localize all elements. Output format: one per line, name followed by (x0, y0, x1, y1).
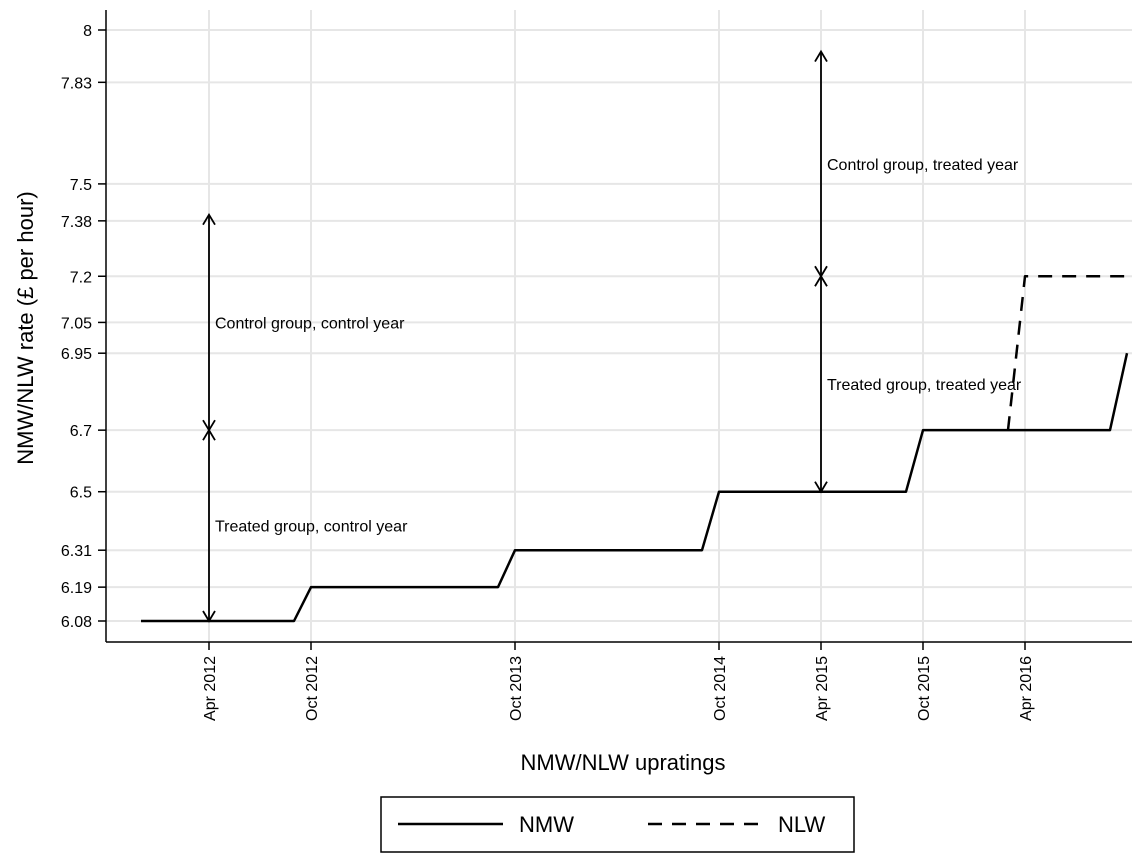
y-tick-label: 7.38 (61, 214, 92, 231)
series-line-nlw (1006, 275, 1134, 431)
x-tick-label: Oct 2015 (916, 656, 933, 721)
series-layer (141, 275, 1134, 623)
series-line-nmw (141, 352, 1129, 623)
x-axis-title: NMW/NLW upratings (521, 750, 726, 775)
annotation-arrowhead-up (202, 428, 216, 441)
legend: NMW NLW (380, 796, 855, 853)
annotation-label: Treated group, control year (215, 519, 408, 536)
y-axis-title: NMW/NLW rate (£ per hour) (13, 191, 38, 464)
legend-label-nmw: NMW (519, 812, 574, 837)
y-tick-label: 6.19 (61, 580, 92, 597)
y-tick-label: 6.5 (70, 485, 92, 502)
legend-label-nlw: NLW (778, 812, 825, 837)
annotation-arrowhead-up (814, 274, 828, 287)
y-tick-label: 6.7 (70, 423, 92, 440)
x-tick-label: Oct 2012 (304, 656, 321, 721)
y-tick-label: 8 (83, 23, 92, 40)
y-tick-label: 6.95 (61, 346, 92, 363)
annotation-label: Treated group, treated year (827, 377, 1022, 394)
annotation-label: Control group, control year (215, 315, 405, 332)
y-tick-label: 7.83 (61, 75, 92, 92)
x-tick-label: Apr 2012 (202, 656, 219, 721)
axes (105, 10, 1132, 643)
annotation-label: Control group, treated year (827, 157, 1019, 174)
annotation-layer: Control group, control year Treated group… (202, 49, 1022, 623)
annotation-arrowhead-down (202, 610, 216, 623)
x-tick-label: Apr 2016 (1018, 656, 1035, 721)
x-tick-label: Oct 2014 (712, 656, 729, 721)
y-axis-ticks: 6.08 6.19 6.31 6.5 6.7 6.95 7.05 7.2 7.38 7.5 7.83… (61, 23, 106, 631)
y-tick-label: 7.5 (70, 177, 92, 194)
x-tick-label: Apr 2015 (814, 656, 831, 721)
y-tick-label: 6.31 (61, 543, 92, 560)
annotation-arrowhead-up (202, 212, 216, 226)
x-tick-label: Oct 2013 (508, 656, 525, 721)
y-tick-label: 7.2 (70, 269, 92, 286)
annotation-arrowhead-down (814, 481, 828, 494)
y-tick-label: 6.08 (61, 614, 92, 631)
annotation-arrowhead-up (814, 49, 828, 63)
x-axis-ticks: Apr 2012 Oct 2012 Oct 2013 Oct 2014 Apr 2015… (202, 642, 1035, 721)
y-tick-label: 7.05 (61, 315, 92, 332)
